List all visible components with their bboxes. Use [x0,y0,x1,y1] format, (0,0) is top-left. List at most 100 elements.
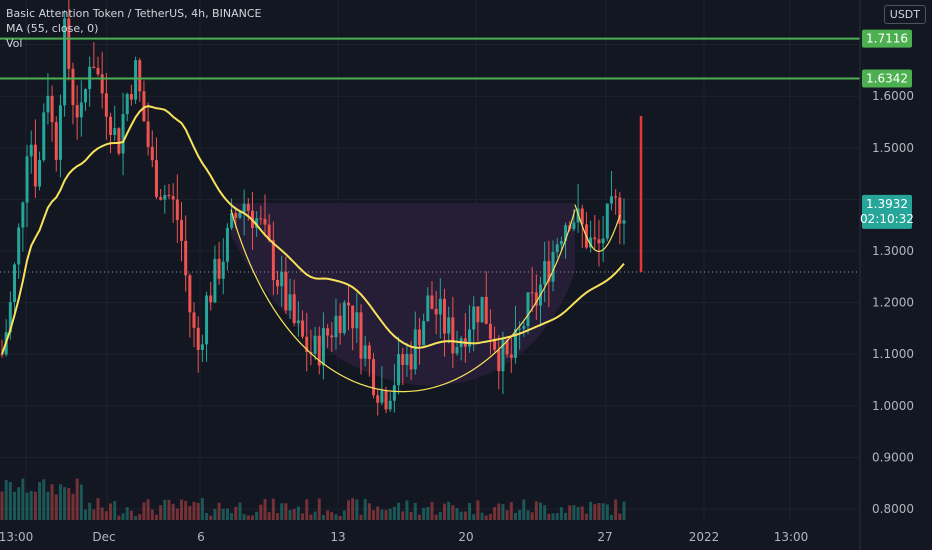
volume-bar [463,511,467,520]
price-tick-label: 1.0000 [872,399,914,413]
volume-bar [442,503,446,520]
volume-bar [163,499,167,520]
volume-bar [505,510,509,520]
volume-bar [4,480,8,520]
currency-button[interactable]: USDT [883,5,926,24]
volume-bar [142,502,146,520]
candle-body [109,116,113,136]
time-tick-label: 13 [330,530,345,544]
time-tick-label: 6 [197,530,205,544]
volume-bar [255,511,259,520]
volume-bar [209,515,213,520]
candle-body [330,335,334,338]
candle-body [301,320,305,337]
candle-body [234,213,238,218]
volume-bar [309,514,313,520]
volume-bar [559,507,563,520]
moving-average-line [1,105,625,355]
volume-bar [292,508,296,520]
volume-bar [522,499,526,520]
volume-bar [609,514,613,520]
volume-bar [284,503,288,520]
candle-body [100,74,104,94]
cup-pattern-fill [231,203,575,386]
candle-body [622,220,626,224]
candle-body [509,354,513,358]
volume-indicator-label[interactable]: Vol [6,37,23,50]
volume-bar [58,484,62,520]
candle-body [67,18,71,69]
candle-body [363,345,367,359]
volume-bar [79,484,83,520]
candle-body [468,329,472,347]
volume-bar [534,501,538,520]
candle-body [559,240,563,245]
symbol-title[interactable]: Basic Attention Token / TetherUS, 4h, BI… [6,7,262,20]
volume-bar [129,510,133,520]
volume-bar [100,507,104,520]
volume-bar [513,512,517,520]
volume-bar [530,512,534,520]
ma-indicator-label[interactable]: MA (55, close, 0) [6,22,99,35]
candle-body [392,385,396,401]
volume-bar [614,499,618,520]
candle-body [117,128,121,154]
volume-bar [405,500,409,520]
candle-body [0,354,4,356]
candle-body [125,94,129,115]
candle-body [230,213,234,228]
volume-bar [384,510,388,520]
volume-bar [589,501,593,520]
volume-bar [305,499,309,520]
price-axis[interactable]: 2.00001.90001.80001.60001.50001.30001.20… [872,0,914,516]
volume-bar [88,502,92,520]
volume-bar [342,510,346,520]
volume-bar [409,511,413,520]
candle-body [21,202,25,228]
candle-body [225,227,229,262]
cup-curve [230,209,576,393]
volume-bar [67,488,71,520]
candle-body [530,292,534,294]
time-tick-label: 13:00 [774,530,809,544]
candle-body [267,224,271,241]
candle-body [54,122,58,160]
candle-body [150,146,154,161]
resistance-levels[interactable] [0,37,860,80]
candle-body [618,197,622,224]
volume-bar [154,514,158,520]
volume-bar [113,501,117,520]
volume-bar [605,504,609,520]
candle-body [326,328,330,336]
volume-bar [8,481,12,520]
candle-body [96,68,100,75]
candle-body [376,395,380,403]
volume-bar [75,478,79,520]
candle-body [217,258,221,279]
volume-bar [480,512,484,520]
volume-bar [497,503,501,520]
volume-bar [359,514,363,520]
candle-body [522,326,526,329]
volume-bar [539,502,543,520]
volume-bar [33,491,37,520]
volume-bar [380,509,384,520]
volume-bar [526,510,530,520]
volume-bar [317,498,321,520]
volume-bar [363,498,367,520]
time-axis[interactable]: 13:00 Dec 6 13 20 27 2022 13:00 [0,530,808,544]
candle-body [129,94,133,100]
volume-bar [346,500,350,520]
time-tick-label: 2022 [689,530,720,544]
candle-body [200,344,204,350]
volume-bar [593,504,597,520]
candle-body [63,18,67,106]
candle-body [434,308,438,315]
volume-bar [367,503,371,520]
candle-body [359,312,363,359]
candle-body [451,317,455,354]
volume-bar [242,514,246,520]
time-tick-label: 13:00 [0,530,33,544]
